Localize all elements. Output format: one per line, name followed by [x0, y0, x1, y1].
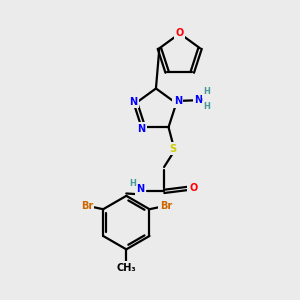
Text: N: N: [174, 96, 182, 106]
Text: N: N: [129, 97, 137, 107]
Text: N: N: [194, 95, 203, 105]
Text: Br: Br: [160, 201, 172, 211]
Text: CH₃: CH₃: [116, 263, 136, 273]
Text: Br: Br: [81, 201, 93, 211]
Text: N: N: [137, 124, 145, 134]
Text: O: O: [189, 183, 197, 194]
Text: N: N: [136, 184, 144, 194]
Text: O: O: [176, 28, 184, 38]
Text: H: H: [129, 178, 136, 188]
Text: S: S: [169, 144, 176, 154]
Text: H: H: [203, 102, 210, 111]
Text: H: H: [203, 88, 210, 97]
